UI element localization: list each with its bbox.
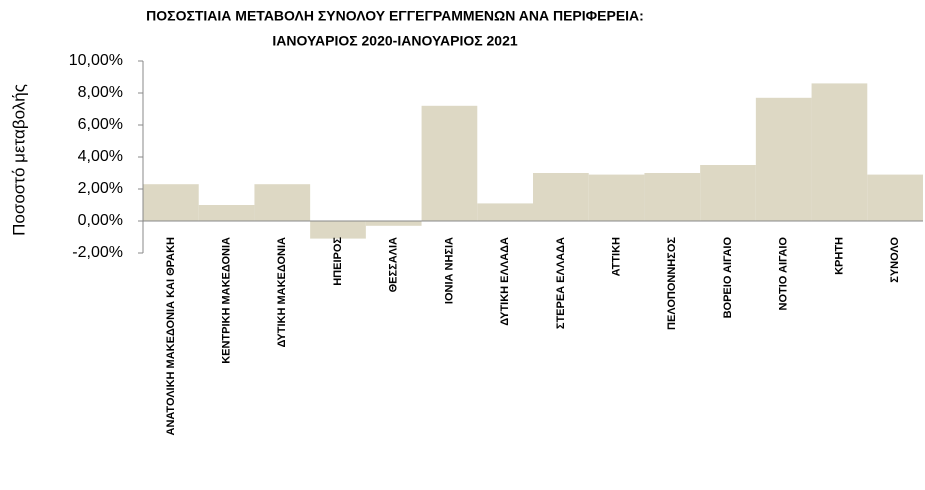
bar xyxy=(365,221,422,226)
bar xyxy=(143,184,199,221)
y-tick-label: -2,00% xyxy=(72,244,123,261)
x-tick-label: ΑΝΑΤΟΛΙΚΗ ΜΑΚΕΔΟΝΙΑ ΚΑΙ ΘΡΑΚΗ xyxy=(165,237,177,436)
y-tick-label: 10,00% xyxy=(69,52,123,69)
y-tick-label: 0,00% xyxy=(78,212,123,229)
bar xyxy=(254,184,311,221)
x-tick-label: ΣΤΕΡΕΑ ΕΛΛΑΔΑ xyxy=(555,237,567,329)
bar xyxy=(755,97,812,221)
bar xyxy=(644,173,701,221)
y-tick-label: 8,00% xyxy=(78,84,123,101)
bar xyxy=(198,205,255,221)
x-tick-label: ΗΠΕΙΡΟΣ xyxy=(332,237,344,286)
x-tick-label: ΔΥΤΙΚΗ ΜΑΚΕΔΟΝΙΑ xyxy=(276,237,288,348)
bar xyxy=(811,83,868,222)
x-tick-label: ΒΟΡΕΙΟ ΑΙΓΑΙΟ xyxy=(722,237,734,319)
y-tick-label: 4,00% xyxy=(78,148,123,165)
x-tick-label: ΠΕΛΟΠΟΝΝΗΣΟΣ xyxy=(666,237,678,330)
bar xyxy=(533,173,589,221)
x-tick-label: ΚΡΗΤΗ xyxy=(833,237,845,275)
bar xyxy=(421,105,478,221)
bar xyxy=(477,203,533,221)
chart-subtitle: ΙΑΝΟΥΑΡΙΟΣ 2020-ΙΑΝΟΥΑΡΙΟΣ 2021 xyxy=(272,33,518,49)
x-tick-label: ΚΕΝΤΡΙΚΗ ΜΑΚΕΔΟΝΙΑ xyxy=(220,237,232,364)
bar xyxy=(588,174,645,221)
x-tick-label: ΔΥΤΙΚΗ ΕΛΛΑΔΑ xyxy=(499,237,511,326)
y-axis-label: Ποσοστό μεταβολής xyxy=(9,84,28,236)
x-tick-label: ΘΕΣΣΑΛΙΑ xyxy=(388,237,400,292)
y-tick-label: 2,00% xyxy=(78,180,123,197)
x-tick-label: ΝΟΤΙΟ ΑΙΓΑΙΟ xyxy=(778,237,790,311)
chart-title: ΠΟΣΟΣΤΙΑΙΑ ΜΕΤΑΒΟΛΗ ΣΥΝΟΛΟΥ ΕΓΓΕΓΡΑΜΜΕΝΩ… xyxy=(146,8,644,24)
x-tick-label: ΙΟΝΙΑ ΝΗΣΙΑ xyxy=(443,237,455,304)
bar xyxy=(867,174,923,221)
x-tick-label: ΑΤΤΙΚΗ xyxy=(610,237,622,276)
bar xyxy=(700,165,756,221)
x-tick-label: ΣΥΝΟΛΟ xyxy=(889,237,901,283)
y-tick-label: 6,00% xyxy=(78,116,123,133)
bar xyxy=(310,221,366,239)
